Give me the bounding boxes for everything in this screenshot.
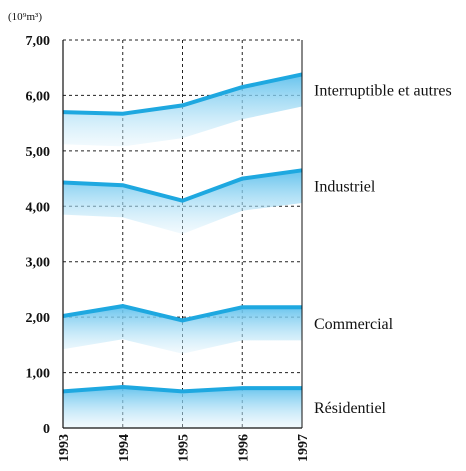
y-tick-label: 7,00 [26, 34, 51, 49]
y-tick-label: 0 [43, 422, 50, 437]
x-tick-label: 1995 [177, 434, 192, 462]
x-tick-label: 1996 [236, 434, 251, 462]
unit-label: (10⁹m³) [8, 11, 42, 23]
series-label: Interruptible et autres [314, 82, 452, 99]
x-tick-label: 1993 [57, 434, 72, 462]
series-line [62, 384, 302, 394]
y-tick-label: 3,00 [26, 256, 51, 271]
y-tick-label: 2,00 [26, 311, 51, 326]
series-band [63, 74, 302, 147]
y-tick-label: 5,00 [26, 145, 51, 160]
y-tick-label: 1,00 [26, 367, 51, 382]
series-label: Industriel [314, 179, 376, 196]
series-band [63, 387, 302, 428]
y-tick-label: 6,00 [26, 89, 51, 104]
y-tick-labels: 0 1,00 2,00 3,00 4,00 5,00 6,00 7,00 [26, 34, 51, 437]
series-line [62, 72, 303, 116]
series-band [63, 306, 302, 354]
series-labels: Résidentiel Commercial Industriel Interrupt… [314, 82, 452, 417]
x-tick-labels: 1993 1994 1995 1996 1997 [57, 434, 311, 462]
x-tick-label: 1997 [296, 434, 311, 462]
y-tick-label: 4,00 [26, 200, 51, 215]
series-line [62, 304, 302, 323]
series-lines [62, 72, 303, 394]
series-label: Commercial [314, 316, 394, 333]
series-label: Résidentiel [314, 400, 387, 417]
x-tick-label: 1994 [117, 434, 132, 462]
series-line [62, 168, 303, 203]
